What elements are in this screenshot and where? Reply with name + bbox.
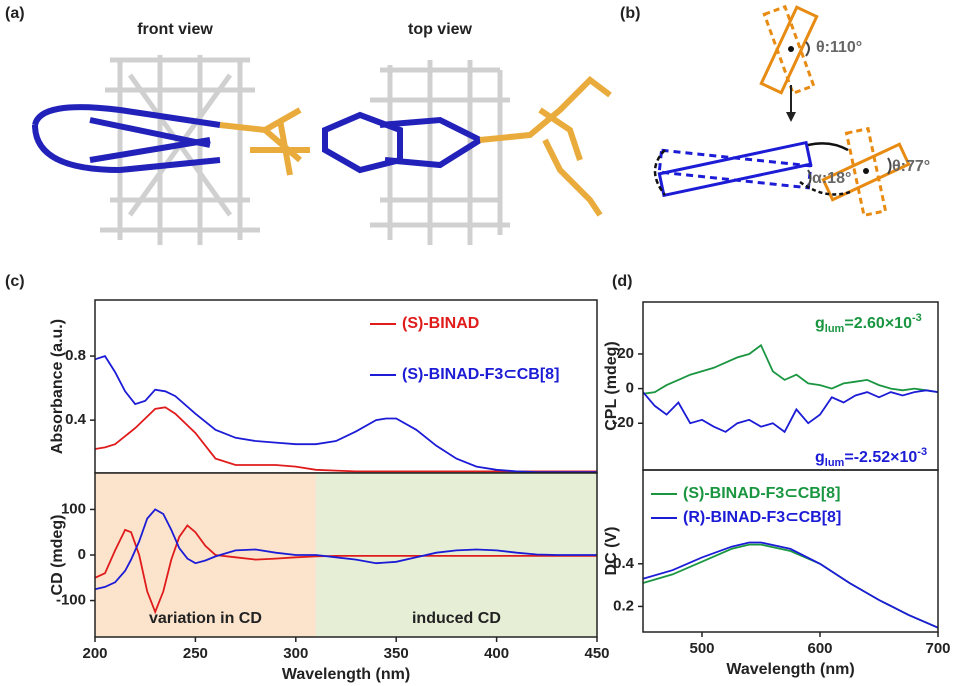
plot-frame xyxy=(642,469,939,633)
legend-label: (R)-BINAD-F3⊂CB[8] xyxy=(683,509,841,526)
y-tick-label: 0.4 xyxy=(65,411,87,428)
x-tick-label: 450 xyxy=(584,645,609,662)
panel-label: (c) xyxy=(5,273,25,290)
annotation-part: lum xyxy=(825,457,845,469)
y-tick-label: 20 xyxy=(617,345,634,362)
x-tick-label: 500 xyxy=(689,640,714,657)
series-line xyxy=(642,389,939,434)
panel-label: (a) xyxy=(5,5,25,22)
annotation-part: =2.60×10 xyxy=(844,315,912,332)
y-axis-label: Absorbance (a.u.) xyxy=(49,319,66,454)
panel-label: (b) xyxy=(620,5,640,22)
y-tick-label: 0.8 xyxy=(65,347,86,364)
x-tick-label: 400 xyxy=(484,645,509,662)
angle-label: θ:110° xyxy=(816,39,862,56)
x-tick-label: 350 xyxy=(384,645,409,662)
y-tick-label: 0 xyxy=(626,380,634,397)
y-tick-label: 0.4 xyxy=(613,555,635,572)
x-axis-label: Wavelength (nm) xyxy=(726,661,854,678)
view-label: front view xyxy=(137,21,213,38)
series-line xyxy=(94,508,597,591)
y-axis-label: CD (mdeg) xyxy=(49,515,66,596)
y-tick-label: 100 xyxy=(61,500,86,517)
annotation: glum=-2.52×10-3 xyxy=(815,446,927,469)
annotation-part: g xyxy=(815,315,825,332)
annotation-part: g xyxy=(815,449,825,466)
plot-frame xyxy=(94,299,598,474)
schematic xyxy=(653,4,911,218)
legend-label: (S)-BINAD-F3⊂CB[8] xyxy=(402,366,559,383)
x-axis-label: Wavelength (nm) xyxy=(282,666,410,683)
plot-frame xyxy=(94,472,598,638)
y-axis-label: CPL (mdeg) xyxy=(603,341,620,430)
y-tick-label: 0 xyxy=(78,546,86,563)
annotation-part: =-2.52×10 xyxy=(844,449,917,466)
legend-label: (S)-BINAD-F3⊂CB[8] xyxy=(683,485,840,502)
x-tick-label: 700 xyxy=(925,640,950,657)
x-tick-label: 300 xyxy=(283,645,308,662)
molecule-front xyxy=(32,55,310,245)
annotation-part: -3 xyxy=(917,446,927,458)
region-label: induced CD xyxy=(412,610,501,627)
angle-label: α:18° xyxy=(812,170,851,187)
panel-label: (d) xyxy=(612,273,632,290)
y-tick-label: -100 xyxy=(56,592,86,609)
x-tick-label: 600 xyxy=(807,640,832,657)
annotation-part: lum xyxy=(825,323,845,335)
series-line xyxy=(642,541,939,629)
y-tick-label: 0.2 xyxy=(613,597,634,614)
series-line xyxy=(94,524,597,615)
y-axis-label: DC (V) xyxy=(603,527,620,576)
x-tick-label: 250 xyxy=(183,645,208,662)
x-tick-label: 200 xyxy=(82,645,107,662)
annotation: glum=2.60×10-3 xyxy=(815,312,922,335)
series-line xyxy=(94,406,597,473)
view-label: top view xyxy=(408,21,473,38)
molecule-top xyxy=(322,60,612,245)
angle-label: θ:77° xyxy=(892,158,930,175)
series-line xyxy=(642,543,939,629)
legend-label: (S)-BINAD xyxy=(402,315,479,332)
series-line xyxy=(94,355,597,474)
annotation-part: -3 xyxy=(912,312,922,324)
y-tick-label: -20 xyxy=(612,414,634,431)
region-label: variation in CD xyxy=(149,610,262,627)
series-line xyxy=(642,343,939,395)
shaded-region xyxy=(95,473,316,637)
